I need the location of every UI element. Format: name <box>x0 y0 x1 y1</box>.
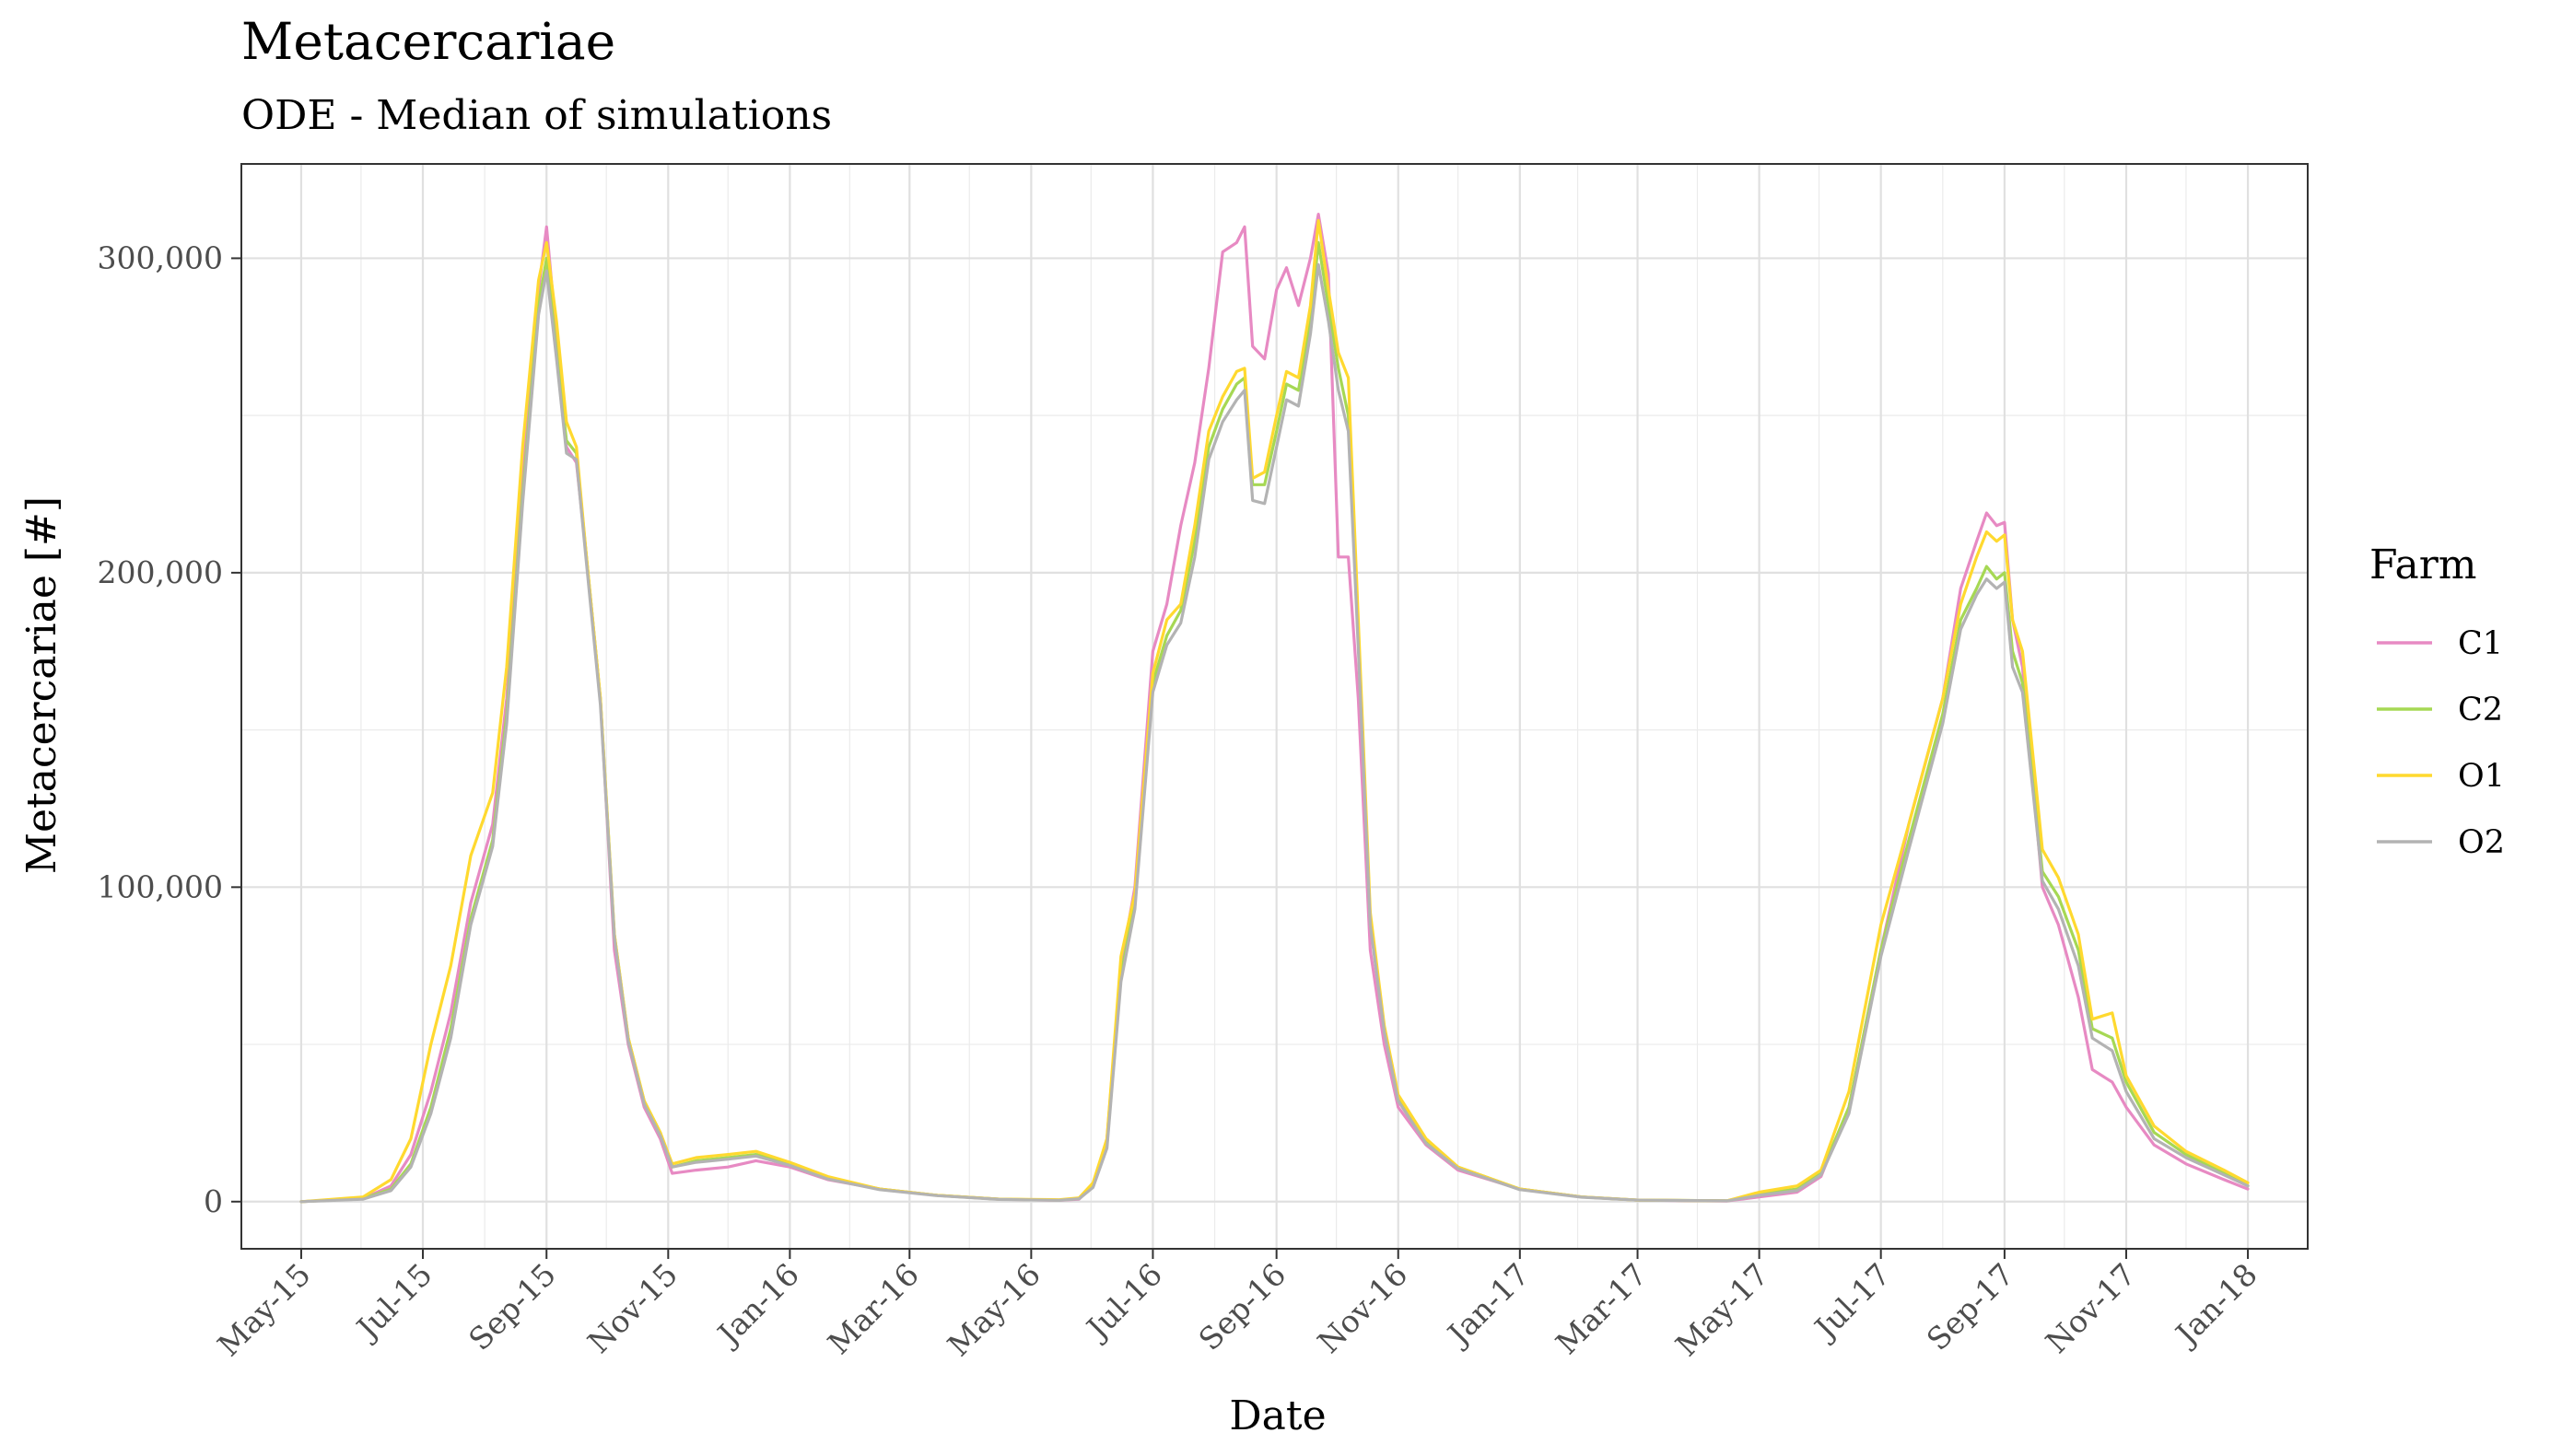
legend-label-c1: C1 <box>2458 625 2503 662</box>
x-tick-label: Mar-17 <box>1549 1256 1654 1361</box>
y-tick-label: 0 <box>204 1183 223 1219</box>
x-tick-label: May-17 <box>1668 1256 1775 1363</box>
minor-gridlines <box>241 164 2308 1249</box>
x-tick-label: Jan-18 <box>2167 1256 2264 1354</box>
x-tick-label: Sep-15 <box>462 1256 563 1357</box>
series-line-c1 <box>299 213 2250 1204</box>
x-axis: May-15 Jul-15 Sep-15 Nov-15 Jan-16 Mar-16 May-… <box>210 1249 2264 1363</box>
x-tick-label: Sep-16 <box>1191 1256 1293 1357</box>
series-line-c2 <box>299 240 2250 1204</box>
series-lines <box>299 213 2250 1204</box>
y-tick-label: 200,000 <box>98 554 223 590</box>
x-tick-label: Sep-17 <box>1920 1256 2021 1357</box>
series-line-o2 <box>299 262 2250 1204</box>
x-tick-label: Jan-16 <box>708 1256 806 1354</box>
x-axis-title: Date <box>1229 1392 1326 1439</box>
x-tick-label: Jan-17 <box>1439 1256 1537 1354</box>
x-tick-label: Jul-16 <box>1078 1256 1169 1347</box>
legend-label-o1: O1 <box>2458 758 2505 795</box>
x-tick-label: May-16 <box>941 1256 1047 1363</box>
legend: Farm C1 C2 O1 O2 <box>2369 542 2505 861</box>
x-tick-label: May-15 <box>210 1256 317 1363</box>
major-gridlines <box>241 164 2308 1249</box>
x-tick-label: Jul-17 <box>1806 1256 1897 1347</box>
x-tick-label: Nov-15 <box>580 1256 684 1360</box>
x-tick-label: Mar-16 <box>821 1256 926 1361</box>
series-line-o1 <box>299 218 2250 1204</box>
y-axis-title: Metacercariae [#] <box>18 496 65 874</box>
x-tick-label: Jul-15 <box>348 1256 439 1347</box>
legend-title: Farm <box>2369 542 2477 588</box>
y-tick-label: 100,000 <box>98 868 223 904</box>
x-tick-label: Nov-16 <box>1311 1256 1415 1360</box>
chart-title: Metacercariae <box>241 12 615 71</box>
x-tick-label: Nov-17 <box>2039 1256 2143 1360</box>
chart-subtitle: ODE - Median of simulations <box>241 92 832 139</box>
legend-label-o2: O2 <box>2458 824 2505 861</box>
legend-label-c2: C2 <box>2458 692 2503 728</box>
panel-border <box>240 163 2309 1250</box>
y-axis: 0 100,000 200,000 300,000 <box>98 239 241 1219</box>
y-tick-label: 300,000 <box>98 239 223 275</box>
